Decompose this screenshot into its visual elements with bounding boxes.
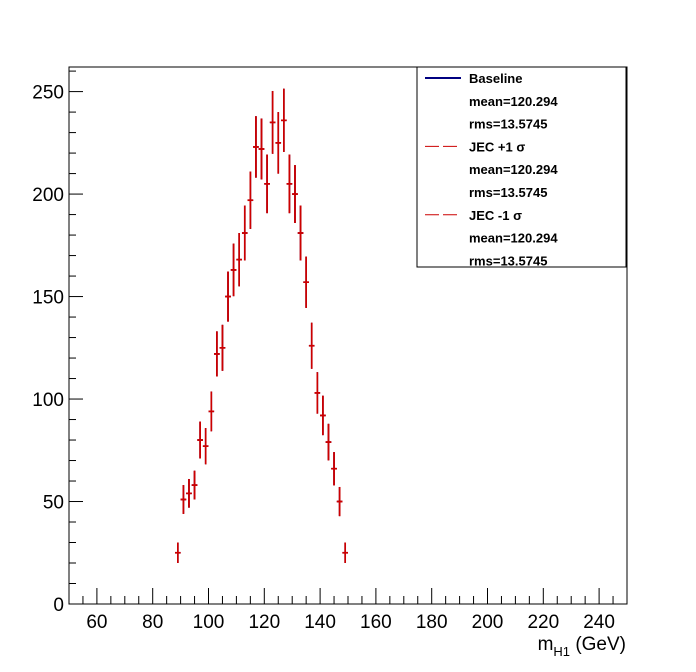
data-point [292,165,298,223]
data-point [286,154,293,214]
legend-entry: JEC -1 σ [425,208,522,223]
data-point [281,88,287,152]
data-point [275,112,282,174]
legend-entry: JEC +1 σ [425,139,525,154]
legend-entry: mean=120.294 [469,231,558,246]
x-tick-label: 200 [472,612,504,633]
data-point [264,154,270,214]
data-point [269,90,276,154]
legend-box [416,66,627,268]
x-tick-label: 100 [193,612,225,633]
legend-entry: rms=13.5745 [469,117,547,132]
data-point [180,485,187,514]
data-point [225,271,231,322]
x-axis-title: mH1 (GeV) [538,634,626,659]
data-point [219,324,226,371]
legend-label: rms=13.5745 [469,117,547,132]
legend-label: JEC +1 σ [469,139,525,154]
legend-label: Baseline [469,71,522,86]
data-point [197,421,203,459]
data-point [314,372,321,414]
y-axis: 0 50 100 150 200 250 [32,70,83,616]
y-tick-label: 100 [32,390,64,411]
legend-entry: mean=120.294 [469,94,558,109]
data-point [331,452,337,486]
data-point [214,331,220,377]
data-point [208,391,215,432]
y-tick-label: 150 [32,288,64,309]
y-tick-label: 200 [32,185,64,206]
data-point [342,542,348,564]
series-jec-minus [175,88,348,564]
data-point [320,395,326,436]
y-tick-label: 50 [43,493,64,514]
legend-label: mean=120.294 [469,94,558,109]
legend-entry: mean=120.294 [469,162,558,177]
x-axis: 60 80 100 120 140 160 180 200 220 240 [68,588,628,633]
x-tick-label: 180 [416,612,448,633]
data-point [325,423,332,461]
x-tick-label: 120 [248,612,280,633]
legend-label: JEC -1 σ [469,208,522,223]
x-tick-label: 240 [583,612,615,633]
legend-label: rms=13.5745 [469,185,547,200]
data-point [258,118,265,180]
data-point [336,486,343,517]
data-point [236,233,242,287]
data-point [253,116,259,178]
legend-entry: rms=13.5745 [469,253,547,268]
legend: Baseline mean=120.294 rms=13.5745 JEC +1 σ m… [416,66,627,268]
x-tick-label: 140 [304,612,336,633]
y-tick-label: 250 [32,83,64,104]
legend-label: mean=120.294 [469,162,558,177]
y-tick-label: 0 [53,595,64,616]
data-point [202,428,209,465]
x-tick-label: 80 [142,612,163,633]
data-point [186,478,192,508]
legend-label: rms=13.5745 [469,253,547,268]
data-series [175,88,348,564]
legend-label: mean=120.294 [469,231,558,246]
data-point [241,205,248,261]
data-point [308,322,315,369]
data-point [191,470,198,500]
data-point [175,542,181,564]
x-tick-label: 220 [527,612,559,633]
data-point [297,205,304,261]
x-tick-label: 160 [360,612,392,633]
data-point [230,243,237,297]
legend-entry: rms=13.5745 [469,185,547,200]
data-point [303,256,309,308]
data-point [247,171,254,229]
x-tick-label: 60 [86,612,107,633]
legend-entry: Baseline [425,71,522,86]
